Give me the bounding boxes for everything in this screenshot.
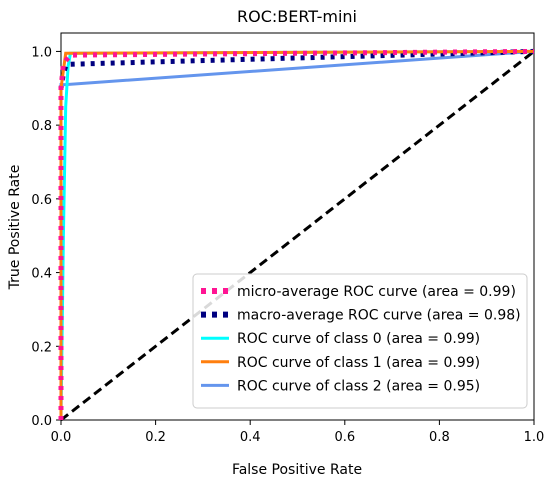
roc-series-line-3 xyxy=(59,49,535,420)
legend-label: ROC curve of class 2 (area = 0.95) xyxy=(237,378,480,394)
legend-label: micro-average ROC curve (area = 0.99) xyxy=(237,284,516,300)
chance-diagonal-line xyxy=(60,50,535,422)
y-tick-label: 0.4 xyxy=(31,267,52,282)
x-tick-label: 0.8 xyxy=(429,430,450,445)
legend: micro-average ROC curve (area = 0.99) mac… xyxy=(192,273,528,409)
y-tick-label: 0.0 xyxy=(31,414,52,429)
x-tick-label: 0.4 xyxy=(240,430,261,445)
y-axis-label: True Positive Rate xyxy=(7,165,23,291)
y-tick-label: 0.8 xyxy=(31,119,52,134)
axis-ticks: 0.0 0.2 0.4 0.6 0.8 1.0 0.0 0.2 0.4 0.6 0.8 1.0 xyxy=(31,45,544,445)
x-tick-label: 0.6 xyxy=(334,430,355,445)
legend-box xyxy=(192,273,528,409)
x-axis-label: False Positive Rate xyxy=(232,462,362,478)
legend-label: ROC curve of class 1 (area = 0.99) xyxy=(237,355,480,371)
chart-title: ROC:BERT-mini xyxy=(237,7,357,26)
series-layer xyxy=(58,48,535,422)
y-tick-label: 0.6 xyxy=(31,193,52,208)
x-tick-label: 1.0 xyxy=(524,430,545,445)
y-tick-label: 1.0 xyxy=(31,45,52,60)
x-tick-label: 0.2 xyxy=(145,430,166,445)
legend-label: ROC curve of class 0 (area = 0.99) xyxy=(237,331,480,347)
x-tick-label: 0.0 xyxy=(51,430,72,445)
y-tick-label: 0.2 xyxy=(31,340,52,355)
legend-label: macro-average ROC curve (area = 0.98) xyxy=(237,308,521,324)
